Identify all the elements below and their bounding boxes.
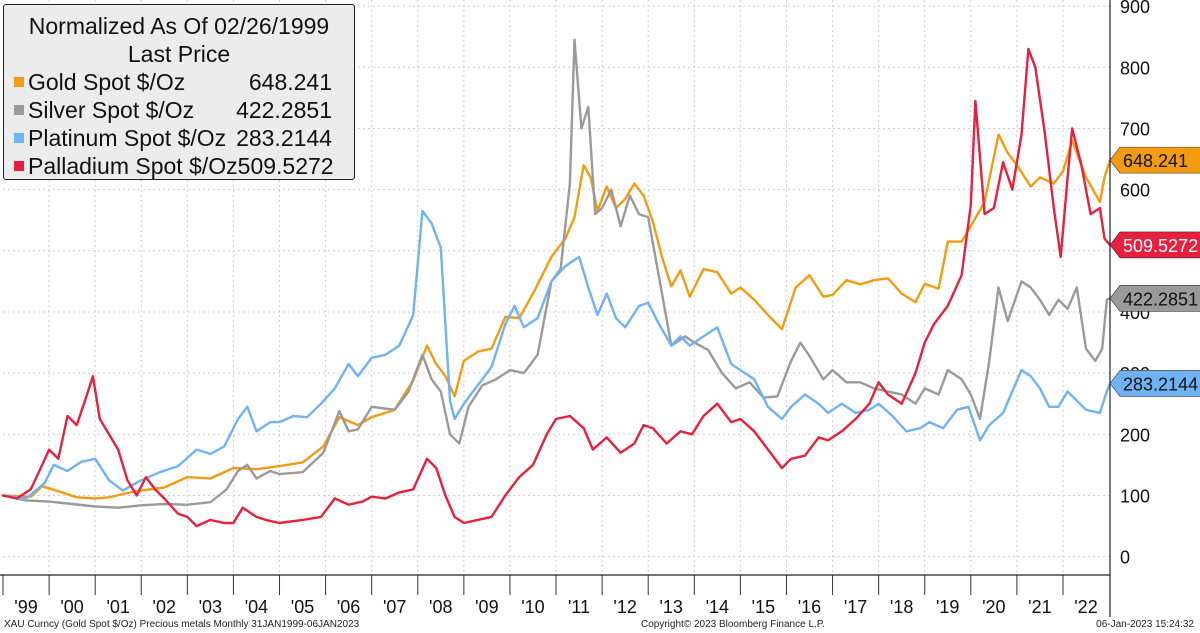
legend-swatch-palladium xyxy=(14,161,24,171)
legend-swatch-platinum xyxy=(14,133,24,143)
x-tick-label: '06 xyxy=(337,597,360,617)
x-tick-label: '20 xyxy=(982,597,1005,617)
x-tick-label: '19 xyxy=(936,597,959,617)
last-value-labels: 648.241 422.2851 283.2144 509.5272 xyxy=(1109,146,1200,397)
last-value-tag-palladium: 509.5272 xyxy=(1109,231,1200,259)
legend-value-platinum: 283.2144 xyxy=(236,125,332,151)
series-lines xyxy=(1,38,1112,528)
x-tick-label: '18 xyxy=(890,597,913,617)
last-value-tag-gold: 648.241 xyxy=(1109,146,1200,174)
last-value-tag-silver: 422.2851 xyxy=(1109,285,1200,312)
last-value-tag-bg xyxy=(1109,285,1200,312)
series-line-palladium xyxy=(1,47,1112,528)
y-tick-label: 200 xyxy=(1120,425,1150,445)
x-tick-label: '04 xyxy=(245,597,268,617)
x-tick-label: '02 xyxy=(153,597,176,617)
chart-legend: Normalized As Of 02/26/1999 Last Price G… xyxy=(3,4,355,180)
y-tick-label: 700 xyxy=(1120,119,1150,139)
x-tick-label: '12 xyxy=(613,597,636,617)
x-tick-label: '17 xyxy=(844,597,867,617)
axes: 0100200300400500600700800900'99'00'01'02… xyxy=(0,0,1150,617)
legend-item-platinum: Platinum Spot $/Oz 283.2144 xyxy=(4,124,354,152)
x-tick-label: '99 xyxy=(14,597,37,617)
x-tick-label: '00 xyxy=(60,597,83,617)
last-value-tag-platinum: 283.2144 xyxy=(1109,370,1200,397)
x-tick-label: '13 xyxy=(659,597,682,617)
series-line-gold xyxy=(1,133,1112,500)
y-tick-label: 0 xyxy=(1120,548,1130,568)
last-value-text: 283.2144 xyxy=(1123,374,1198,394)
legend-swatch-gold xyxy=(14,77,24,87)
y-tick-label: 600 xyxy=(1120,181,1150,201)
x-tick-label: '14 xyxy=(706,597,729,617)
x-tick-label: '11 xyxy=(568,597,590,617)
y-tick-label: 800 xyxy=(1120,58,1150,78)
legend-label-gold: Gold Spot $/Oz xyxy=(28,69,186,95)
last-value-tag-bg xyxy=(1109,231,1200,259)
footer-source: XAU Curncy (Gold Spot $/Oz) Precious met… xyxy=(4,619,360,630)
y-tick-label: 900 xyxy=(1120,0,1150,17)
last-value-text: 648.241 xyxy=(1123,151,1188,171)
x-tick-label: '01 xyxy=(106,597,129,617)
legend-swatch-silver xyxy=(14,105,24,115)
legend-value-silver: 422.2851 xyxy=(236,97,332,123)
last-value-tag-bg xyxy=(1109,146,1200,174)
x-tick-label: '16 xyxy=(798,597,821,617)
chart-subtitle: Last Price xyxy=(127,41,231,67)
footer-copyright: Copyright© 2023 Bloomberg Finance L.P. xyxy=(641,619,825,630)
footer-timestamp: 06-Jan-2023 15:24:32 xyxy=(1096,619,1194,630)
last-value-tag-bg xyxy=(1109,370,1200,397)
series-line-platinum xyxy=(1,209,1112,500)
legend-value-gold: 648.241 xyxy=(248,69,332,95)
legend-item-palladium: Palladium Spot $/Oz 509.5272 xyxy=(4,152,354,180)
x-tick-label: '22 xyxy=(1074,597,1097,617)
x-tick-label: '15 xyxy=(752,597,775,617)
x-tick-label: '05 xyxy=(291,597,314,617)
y-tick-label: 100 xyxy=(1120,486,1150,506)
legend-value-palladium: 509.5272 xyxy=(237,153,334,179)
x-tick-label: '08 xyxy=(429,597,452,617)
last-value-text: 422.2851 xyxy=(1123,289,1198,309)
legend-item-gold: Gold Spot $/Oz 648.241 xyxy=(4,68,354,96)
legend-item-silver: Silver Spot $/Oz 422.2851 xyxy=(4,96,354,124)
legend-label-silver: Silver Spot $/Oz xyxy=(28,97,195,123)
x-tick-label: '21 xyxy=(1028,597,1051,617)
x-tick-label: '07 xyxy=(383,597,406,617)
chart-title: Normalized As Of 02/26/1999 xyxy=(28,13,330,39)
x-tick-label: '09 xyxy=(475,597,498,617)
chart-footer: XAU Curncy (Gold Spot $/Oz) Precious met… xyxy=(0,617,1200,633)
legend-label-platinum: Platinum Spot $/Oz xyxy=(28,125,227,151)
legend-label-palladium: Palladium Spot $/Oz xyxy=(28,153,238,179)
x-tick-label: '03 xyxy=(199,597,222,617)
x-tick-label: '10 xyxy=(521,597,544,617)
last-value-text: 509.5272 xyxy=(1123,236,1198,256)
series-line-silver xyxy=(1,38,1112,509)
